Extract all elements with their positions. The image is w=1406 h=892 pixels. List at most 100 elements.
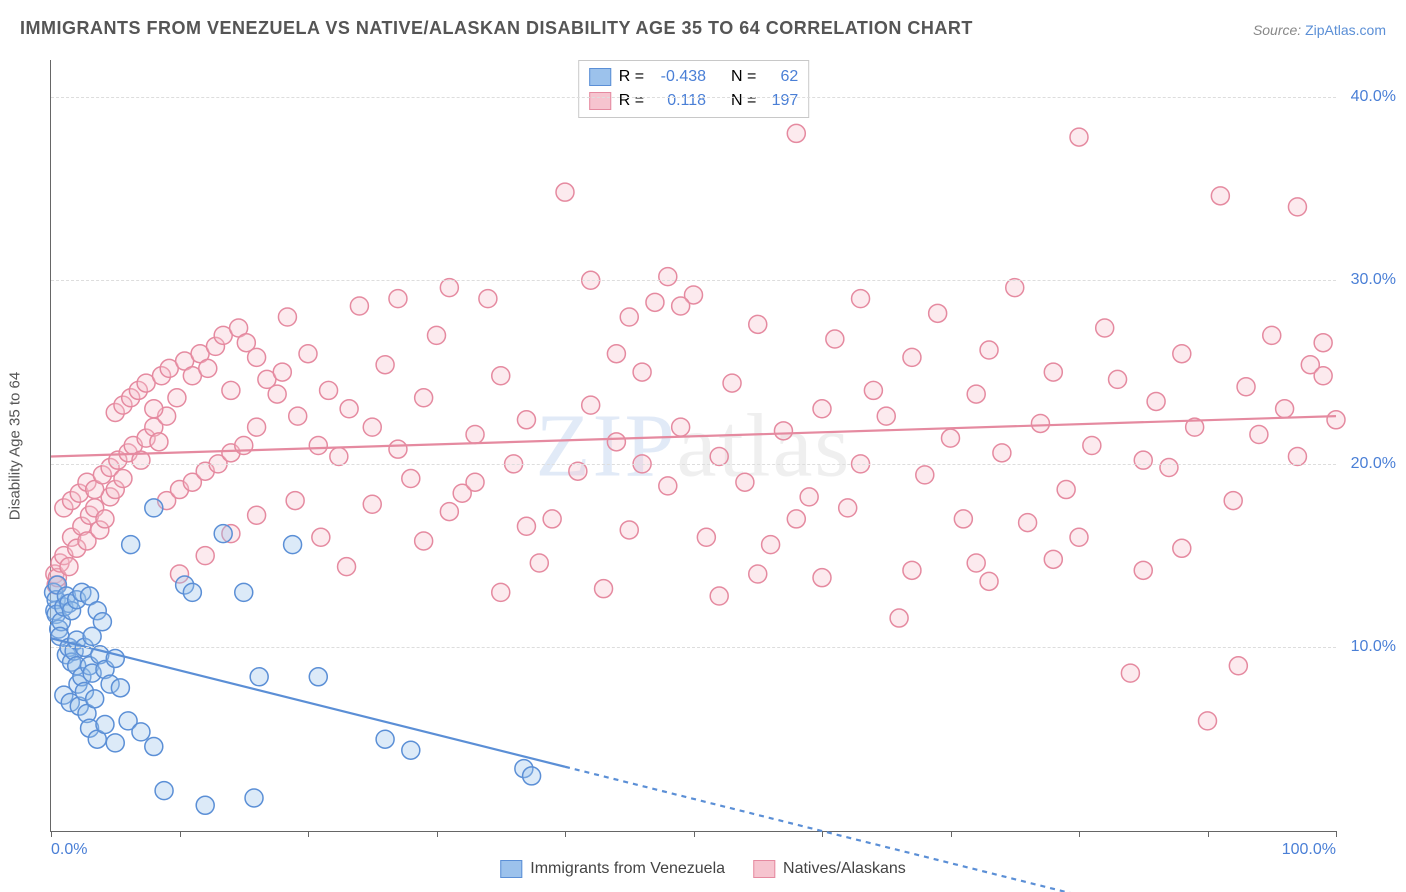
data-point-natives (800, 488, 818, 506)
data-point-natives (1121, 664, 1139, 682)
data-point-venezuela (122, 536, 140, 554)
data-point-natives (543, 510, 561, 528)
data-point-venezuela (96, 716, 114, 734)
r-label: R = (619, 92, 644, 110)
data-point-venezuela (402, 741, 420, 759)
data-point-natives (1211, 187, 1229, 205)
data-point-natives (1314, 334, 1332, 352)
data-point-natives (363, 418, 381, 436)
data-point-venezuela (376, 730, 394, 748)
data-point-venezuela (132, 723, 150, 741)
chart-title: IMMIGRANTS FROM VENEZUELA VS NATIVE/ALAS… (20, 18, 973, 39)
data-point-natives (466, 473, 484, 491)
data-point-natives (1109, 370, 1127, 388)
r-value-venezuela: -0.438 (652, 68, 706, 86)
source-link[interactable]: ZipAtlas.com (1305, 22, 1386, 38)
swatch-venezuela-bottom (500, 860, 522, 878)
data-point-natives (672, 418, 690, 436)
data-point-natives (222, 381, 240, 399)
data-point-natives (1160, 459, 1178, 477)
n-value-natives: 197 (764, 92, 798, 110)
series-legend: Immigrants from Venezuela Natives/Alaska… (500, 860, 905, 878)
data-point-venezuela (145, 499, 163, 517)
data-point-natives (235, 437, 253, 455)
data-point-natives (338, 558, 356, 576)
r-label: R = (619, 68, 644, 86)
data-point-natives (196, 547, 214, 565)
data-point-natives (903, 561, 921, 579)
x-tick (951, 831, 952, 837)
data-point-natives (96, 510, 114, 528)
stats-legend: R = -0.438 N = 62 R = 0.118 N = 197 (578, 60, 810, 118)
data-point-natives (736, 473, 754, 491)
data-point-natives (980, 572, 998, 590)
data-point-venezuela (523, 767, 541, 785)
data-point-natives (376, 356, 394, 374)
data-point-natives (492, 367, 510, 385)
data-point-natives (268, 385, 286, 403)
data-point-natives (1263, 326, 1281, 344)
data-point-natives (1070, 128, 1088, 146)
n-label: N = (731, 68, 756, 86)
x-tick (822, 831, 823, 837)
y-tick-label: 40.0% (1351, 88, 1396, 106)
data-point-natives (710, 448, 728, 466)
data-point-natives (278, 308, 296, 326)
data-point-natives (479, 290, 497, 308)
data-point-natives (839, 499, 857, 517)
data-point-natives (286, 492, 304, 510)
grid-line (51, 464, 1336, 465)
data-point-natives (340, 400, 358, 418)
data-point-venezuela (83, 627, 101, 645)
data-point-natives (672, 297, 690, 315)
data-point-natives (1070, 528, 1088, 546)
data-point-natives (1031, 414, 1049, 432)
data-point-natives (1199, 712, 1217, 730)
data-point-natives (607, 433, 625, 451)
data-point-natives (1173, 345, 1191, 363)
trend-line-venezuela (51, 638, 565, 767)
data-point-natives (517, 411, 535, 429)
data-point-natives (168, 389, 186, 407)
data-point-natives (620, 521, 638, 539)
x-tick (180, 831, 181, 837)
n-label: N = (731, 92, 756, 110)
x-tick (51, 831, 52, 837)
scatter-svg (51, 60, 1336, 831)
x-tick-label: 0.0% (51, 841, 87, 859)
chart-plot-area: Disability Age 35 to 64 ZIPatlas R = -0.… (50, 60, 1336, 832)
x-tick (565, 831, 566, 837)
data-point-venezuela (245, 789, 263, 807)
source-attribution: Source: ZipAtlas.com (1253, 22, 1386, 38)
data-point-natives (350, 297, 368, 315)
stats-row-venezuela: R = -0.438 N = 62 (589, 65, 799, 89)
data-point-natives (864, 381, 882, 399)
data-point-natives (787, 510, 805, 528)
x-tick (1079, 831, 1080, 837)
data-point-natives (415, 389, 433, 407)
data-point-natives (440, 279, 458, 297)
data-point-natives (852, 290, 870, 308)
data-point-natives (710, 587, 728, 605)
legend-item-venezuela: Immigrants from Venezuela (500, 860, 725, 878)
data-point-natives (289, 407, 307, 425)
data-point-natives (582, 396, 600, 414)
data-point-natives (967, 385, 985, 403)
data-point-natives (1224, 492, 1242, 510)
data-point-natives (1147, 392, 1165, 410)
data-point-natives (954, 510, 972, 528)
data-point-venezuela (183, 583, 201, 601)
data-point-natives (309, 437, 327, 455)
data-point-natives (749, 565, 767, 583)
x-tick (694, 831, 695, 837)
x-tick-label: 100.0% (1282, 841, 1336, 859)
data-point-natives (150, 433, 168, 451)
data-point-natives (389, 440, 407, 458)
data-point-natives (312, 528, 330, 546)
data-point-venezuela (111, 679, 129, 697)
swatch-venezuela (589, 68, 611, 86)
data-point-natives (199, 359, 217, 377)
grid-line (51, 280, 1336, 281)
data-point-natives (402, 470, 420, 488)
data-point-natives (415, 532, 433, 550)
